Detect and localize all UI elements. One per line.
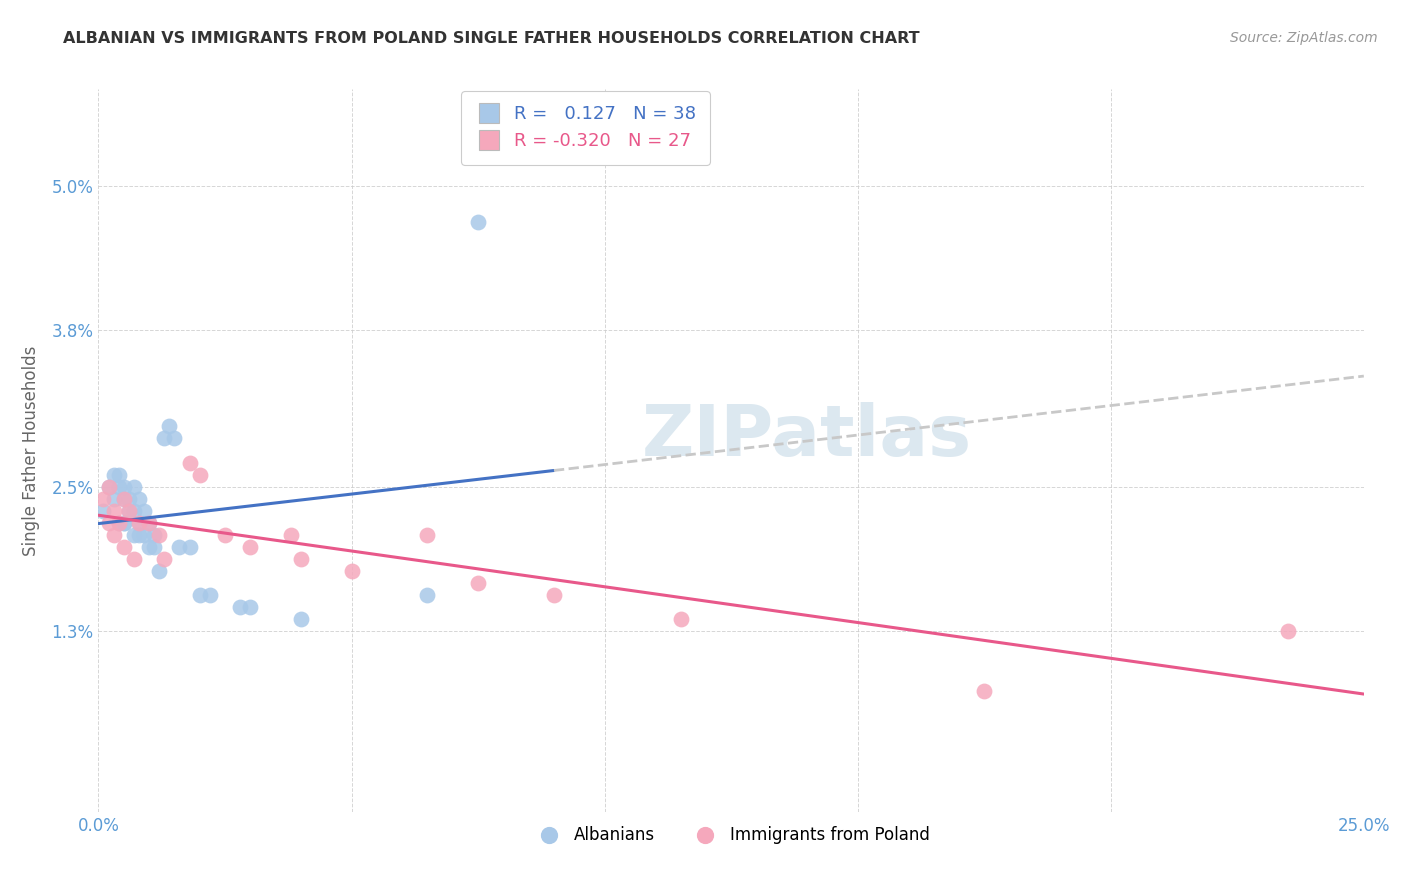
Point bbox=[107, 467, 129, 482]
Point bbox=[128, 516, 150, 530]
Point bbox=[416, 588, 439, 602]
Point bbox=[153, 551, 176, 566]
Point bbox=[132, 528, 155, 542]
Point bbox=[122, 480, 145, 494]
Point bbox=[239, 540, 262, 554]
Point bbox=[143, 540, 166, 554]
Point bbox=[163, 432, 186, 446]
Text: Source: ZipAtlas.com: Source: ZipAtlas.com bbox=[1230, 31, 1378, 45]
Point bbox=[93, 491, 115, 506]
Text: ZIPatlas: ZIPatlas bbox=[643, 401, 972, 470]
Point bbox=[188, 467, 211, 482]
Point bbox=[543, 588, 565, 602]
Y-axis label: Single Father Households: Single Father Households bbox=[22, 345, 41, 556]
Point bbox=[280, 528, 302, 542]
Point bbox=[214, 528, 236, 542]
Point bbox=[128, 528, 150, 542]
Point bbox=[179, 455, 201, 469]
Point bbox=[112, 480, 135, 494]
Point bbox=[103, 491, 125, 506]
Point bbox=[1277, 624, 1299, 639]
Point bbox=[179, 540, 201, 554]
Point bbox=[118, 491, 141, 506]
Point bbox=[138, 516, 160, 530]
Point bbox=[103, 467, 125, 482]
Point bbox=[169, 540, 191, 554]
Point bbox=[97, 516, 120, 530]
Point bbox=[128, 516, 150, 530]
Point bbox=[118, 503, 141, 517]
Point bbox=[132, 503, 155, 517]
Point bbox=[122, 551, 145, 566]
Point bbox=[107, 516, 129, 530]
Point bbox=[112, 491, 135, 506]
Point bbox=[138, 516, 160, 530]
Point bbox=[157, 419, 180, 434]
Text: ALBANIAN VS IMMIGRANTS FROM POLAND SINGLE FATHER HOUSEHOLDS CORRELATION CHART: ALBANIAN VS IMMIGRANTS FROM POLAND SINGL… bbox=[63, 31, 920, 46]
Point bbox=[112, 491, 135, 506]
Point bbox=[239, 600, 262, 615]
Point bbox=[138, 540, 160, 554]
Point bbox=[112, 516, 135, 530]
Point bbox=[143, 528, 166, 542]
Point bbox=[340, 564, 363, 578]
Point bbox=[103, 503, 125, 517]
Point bbox=[122, 528, 145, 542]
Point bbox=[973, 684, 995, 698]
Point bbox=[112, 540, 135, 554]
Point bbox=[467, 215, 489, 229]
Point bbox=[97, 480, 120, 494]
Point bbox=[118, 503, 141, 517]
Point bbox=[153, 432, 176, 446]
Point bbox=[107, 480, 129, 494]
Point bbox=[290, 551, 312, 566]
Point bbox=[416, 528, 439, 542]
Point bbox=[290, 612, 312, 626]
Point bbox=[107, 516, 129, 530]
Point bbox=[93, 503, 115, 517]
Point bbox=[148, 564, 170, 578]
Point bbox=[97, 480, 120, 494]
Point bbox=[122, 503, 145, 517]
Point bbox=[148, 528, 170, 542]
Point bbox=[229, 600, 252, 615]
Point bbox=[188, 588, 211, 602]
Point bbox=[669, 612, 692, 626]
Point bbox=[103, 528, 125, 542]
Point bbox=[467, 576, 489, 591]
Legend: Albanians, Immigrants from Poland: Albanians, Immigrants from Poland bbox=[526, 819, 936, 850]
Point bbox=[198, 588, 221, 602]
Point bbox=[128, 491, 150, 506]
Point bbox=[112, 516, 135, 530]
